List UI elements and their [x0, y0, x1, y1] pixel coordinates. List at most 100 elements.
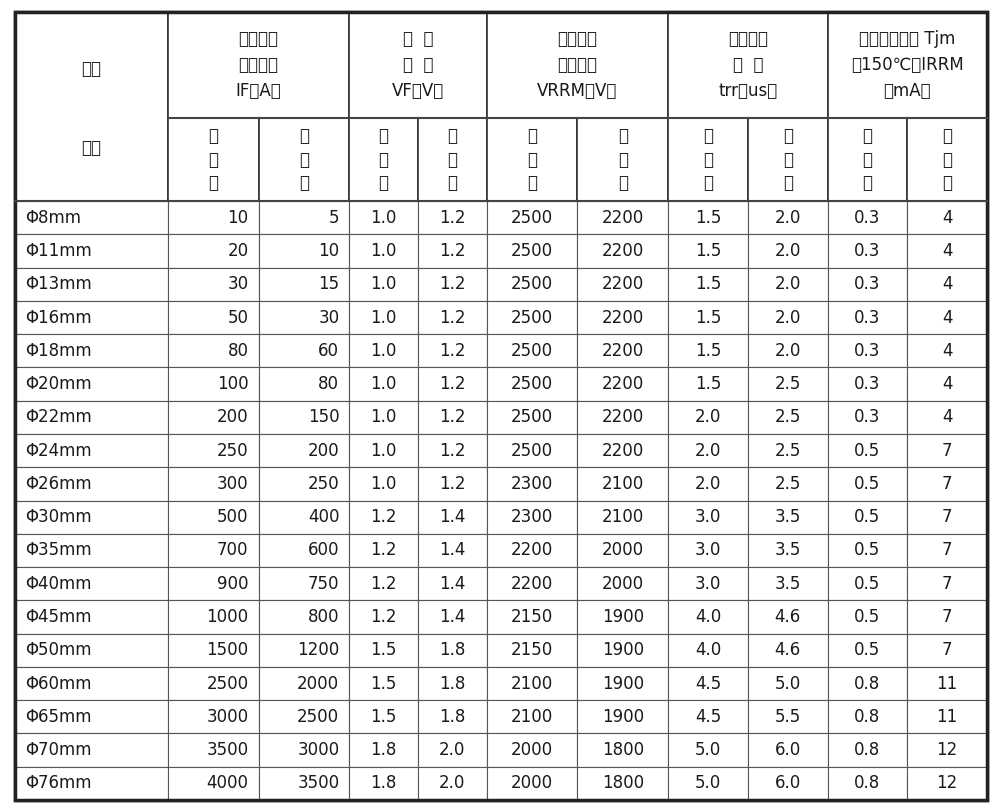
Bar — [668, 12, 828, 118]
Bar — [487, 118, 577, 201]
Bar — [828, 335, 907, 368]
Bar — [168, 234, 259, 267]
Text: 3.0: 3.0 — [695, 508, 721, 526]
Text: Φ35mm: Φ35mm — [25, 541, 92, 560]
Bar — [168, 734, 259, 767]
Text: 3.0: 3.0 — [695, 575, 721, 593]
Bar — [828, 301, 907, 335]
Text: 1.2: 1.2 — [439, 242, 466, 260]
Text: 1.4: 1.4 — [439, 508, 465, 526]
Text: 1.5: 1.5 — [370, 642, 397, 659]
Text: 1.2: 1.2 — [370, 575, 397, 593]
Bar — [168, 501, 259, 534]
Text: 2000: 2000 — [511, 774, 553, 792]
Text: 芯片: 芯片 — [81, 60, 101, 78]
Bar — [15, 700, 168, 734]
Bar — [668, 501, 748, 534]
Bar — [577, 118, 668, 201]
Bar — [577, 201, 668, 234]
Text: 1.0: 1.0 — [370, 209, 397, 227]
Text: 新
工
艺: 新 工 艺 — [208, 127, 218, 192]
Text: 5.0: 5.0 — [775, 675, 801, 693]
Bar — [15, 368, 168, 401]
Text: 7: 7 — [942, 441, 952, 459]
Bar — [748, 700, 828, 734]
Bar — [15, 534, 168, 567]
Bar — [828, 234, 907, 267]
Bar — [15, 600, 168, 633]
Text: 7: 7 — [942, 608, 952, 626]
Text: 400: 400 — [308, 508, 339, 526]
Text: 0.5: 0.5 — [854, 541, 881, 560]
Text: 2200: 2200 — [511, 541, 553, 560]
Bar — [668, 734, 748, 767]
Bar — [748, 201, 828, 234]
Bar — [577, 267, 668, 301]
Text: 0.3: 0.3 — [854, 309, 881, 326]
Text: 3500: 3500 — [206, 741, 249, 759]
Text: 2100: 2100 — [602, 508, 644, 526]
Text: 7: 7 — [942, 575, 952, 593]
Bar — [418, 600, 487, 633]
Text: Φ22mm: Φ22mm — [25, 408, 92, 426]
Text: 7: 7 — [942, 642, 952, 659]
Text: 2.0: 2.0 — [695, 408, 721, 426]
Bar — [828, 767, 907, 800]
Text: 0.5: 0.5 — [854, 475, 881, 493]
Text: 1900: 1900 — [602, 675, 644, 693]
Text: 4.5: 4.5 — [695, 675, 721, 693]
Bar — [168, 401, 259, 434]
Text: 4.5: 4.5 — [695, 708, 721, 726]
Text: 2150: 2150 — [511, 608, 553, 626]
Bar — [168, 767, 259, 800]
Bar — [577, 501, 668, 534]
Bar — [487, 267, 577, 301]
Text: 新
工
艺: 新 工 艺 — [862, 127, 872, 192]
Text: 旧
工
艺: 旧 工 艺 — [783, 127, 793, 192]
Text: 2200: 2200 — [602, 275, 644, 293]
Bar — [828, 12, 987, 118]
Text: 2.0: 2.0 — [775, 275, 801, 293]
Bar — [907, 267, 987, 301]
Text: 200: 200 — [217, 408, 249, 426]
Text: 0.3: 0.3 — [854, 242, 881, 260]
Bar — [259, 700, 349, 734]
Text: 6.0: 6.0 — [775, 774, 801, 792]
Bar — [577, 467, 668, 501]
Bar — [577, 633, 668, 667]
Text: 1200: 1200 — [297, 642, 339, 659]
Bar — [349, 335, 418, 368]
Text: 1.5: 1.5 — [370, 708, 397, 726]
Text: Φ76mm: Φ76mm — [25, 774, 92, 792]
Text: 4: 4 — [942, 242, 952, 260]
Text: 3.5: 3.5 — [775, 508, 801, 526]
Text: 0.5: 0.5 — [854, 575, 881, 593]
Bar — [349, 267, 418, 301]
Text: 旧
工
艺: 旧 工 艺 — [618, 127, 628, 192]
Bar — [828, 534, 907, 567]
Bar — [259, 201, 349, 234]
Bar — [748, 234, 828, 267]
Bar — [907, 767, 987, 800]
Text: 2500: 2500 — [511, 441, 553, 459]
Text: 6.0: 6.0 — [775, 741, 801, 759]
Text: 1800: 1800 — [602, 774, 644, 792]
Bar — [828, 118, 907, 201]
Text: 0.3: 0.3 — [854, 375, 881, 393]
Text: Φ45mm: Φ45mm — [25, 608, 92, 626]
Bar — [418, 118, 487, 201]
Text: 1.2: 1.2 — [439, 309, 466, 326]
Text: Φ40mm: Φ40mm — [25, 575, 92, 593]
Bar — [907, 501, 987, 534]
Text: 2.5: 2.5 — [775, 375, 801, 393]
Bar — [907, 600, 987, 633]
Bar — [349, 401, 418, 434]
Bar — [748, 368, 828, 401]
Text: 4.0: 4.0 — [695, 608, 721, 626]
Bar — [487, 734, 577, 767]
Bar — [748, 267, 828, 301]
Bar — [418, 301, 487, 335]
Bar — [349, 301, 418, 335]
Bar — [259, 401, 349, 434]
Bar — [668, 700, 748, 734]
